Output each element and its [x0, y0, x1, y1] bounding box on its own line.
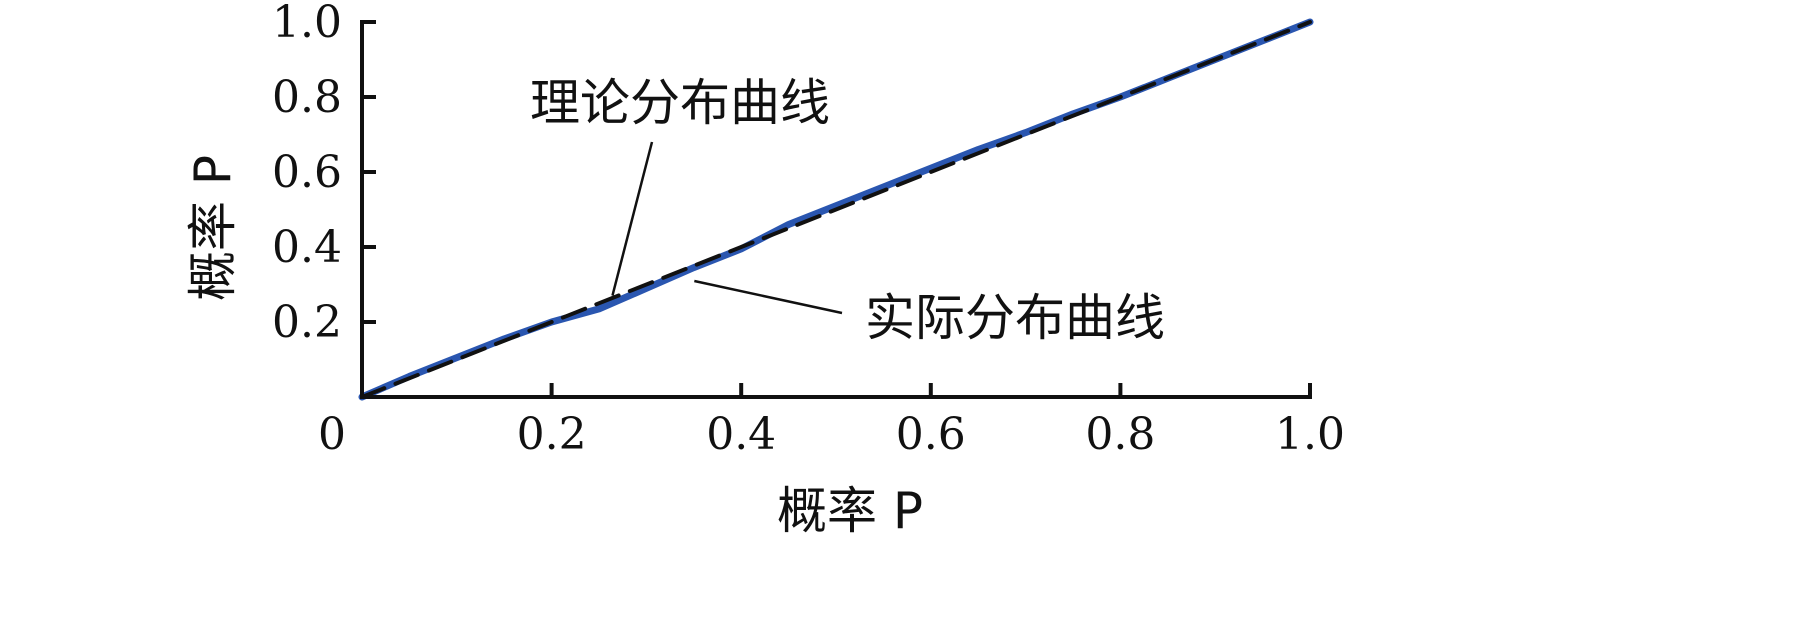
x-tick-label: 0.4: [706, 409, 776, 460]
annotation-actual-curve: 实际分布曲线: [865, 289, 1165, 347]
x-tick-label: 0.6: [896, 409, 966, 460]
annotation-leader-theory: [611, 141, 654, 296]
annotation-theory-curve: 理论分布曲线: [530, 74, 830, 132]
y-tick-label: 1.0: [272, 0, 342, 48]
x-tick-label: 0.2: [517, 409, 587, 460]
tick-marks: [362, 20, 1312, 397]
x-axis-label: 概率 P: [777, 482, 923, 540]
y-tick-label: 0.6: [272, 147, 342, 198]
y-axis-label: 概率 P: [184, 155, 242, 301]
series-line-theory: [360, 20, 1312, 399]
y-tick-label: 0.8: [272, 72, 342, 123]
x-tick-label: 0: [318, 409, 346, 460]
y-axis-label-group: 概率 P: [184, 155, 242, 301]
annotation-leader-actual: [694, 279, 843, 315]
axes: [360, 20, 1312, 399]
y-tick-label: 0.4: [272, 222, 342, 273]
x-tick-label: 1.0: [1275, 409, 1345, 460]
x-tick-label: 0.8: [1085, 409, 1155, 460]
tick-labels: 0 0.2 0.4 0.6 0.8 1.0 0.2 0.4 0.6 0.8 1.0: [272, 0, 1345, 460]
annotations: 理论分布曲线 实际分布曲线: [530, 74, 1165, 347]
plot-area: [358, 18, 1314, 401]
y-tick-label: 0.2: [272, 297, 342, 348]
